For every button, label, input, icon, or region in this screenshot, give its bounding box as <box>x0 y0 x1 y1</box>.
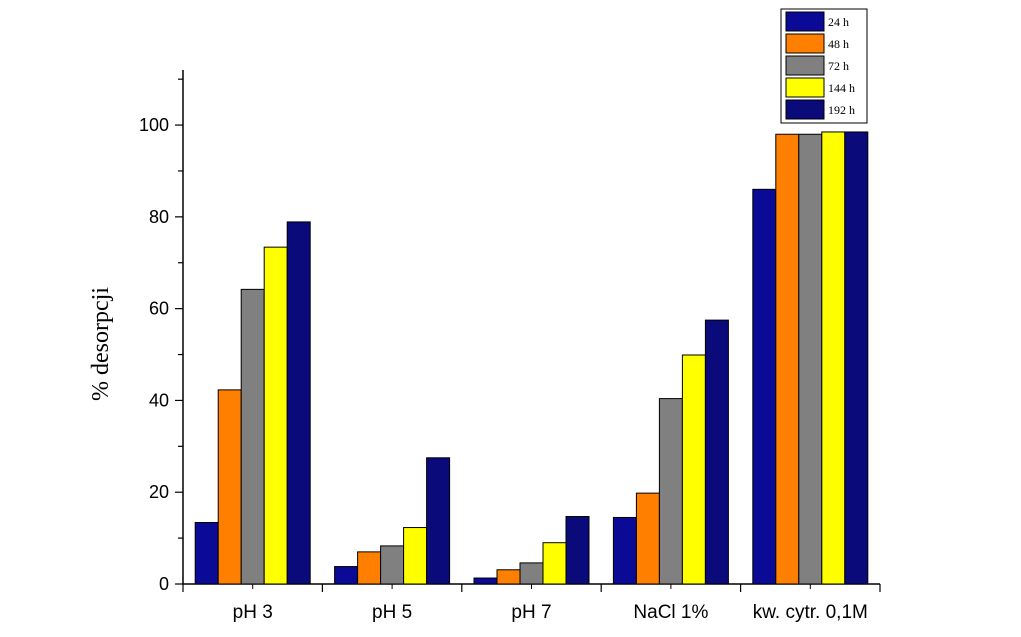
bar <box>286 221 311 585</box>
bar <box>496 569 521 585</box>
bar <box>635 492 660 585</box>
bar <box>357 551 382 585</box>
x-category-label: kw. cytr. 0,1M <box>753 602 868 623</box>
bar <box>704 319 729 585</box>
y-axis: 0 20 40 60 80 100 <box>139 70 184 594</box>
y-tick-label: 0 <box>159 574 169 594</box>
bar <box>565 516 590 585</box>
bar <box>612 516 637 585</box>
y-tick-label: 80 <box>149 207 169 227</box>
bar <box>473 577 498 585</box>
bar <box>194 522 219 585</box>
bar <box>240 288 265 585</box>
bar <box>752 188 777 585</box>
y-tick-label: 20 <box>149 482 169 502</box>
x-category-label: pH 5 <box>372 602 412 623</box>
legend: 24 h 48 h 72 h 144 h 192 h <box>780 8 868 124</box>
legend-label: 48 h <box>828 37 849 51</box>
bar <box>681 354 706 585</box>
legend-label: 144 h <box>828 81 855 95</box>
legend-swatch <box>785 99 825 120</box>
bar <box>519 562 544 585</box>
y-axis-title: % desorpcji <box>88 287 114 401</box>
bar <box>217 389 242 585</box>
legend-swatch <box>785 77 825 98</box>
x-category-label: pH 7 <box>511 602 551 623</box>
bar <box>775 133 800 585</box>
bar <box>542 542 567 585</box>
x-axis: pH 3 pH 5 pH 7 NaCl 1% kw. cytr. 0,1M <box>182 583 881 623</box>
bar <box>403 527 428 585</box>
legend-swatch <box>785 33 825 54</box>
legend-label: 24 h <box>828 15 849 29</box>
y-tick-label: 100 <box>139 115 169 135</box>
bar <box>798 133 823 585</box>
bar <box>821 131 846 585</box>
x-category-label: pH 3 <box>233 602 273 623</box>
bar <box>380 545 405 585</box>
bar <box>334 566 359 585</box>
bar <box>658 398 683 585</box>
legend-label: 192 h <box>828 103 855 117</box>
bar <box>263 246 288 585</box>
legend-label: 72 h <box>828 59 849 73</box>
legend-swatch <box>785 11 825 32</box>
bar <box>426 457 451 585</box>
y-tick-label: 60 <box>149 299 169 319</box>
legend-swatch <box>785 55 825 76</box>
y-tick-label: 40 <box>149 390 169 410</box>
bars <box>194 131 869 585</box>
x-category-label: NaCl 1% <box>633 602 708 623</box>
bar <box>844 131 869 585</box>
